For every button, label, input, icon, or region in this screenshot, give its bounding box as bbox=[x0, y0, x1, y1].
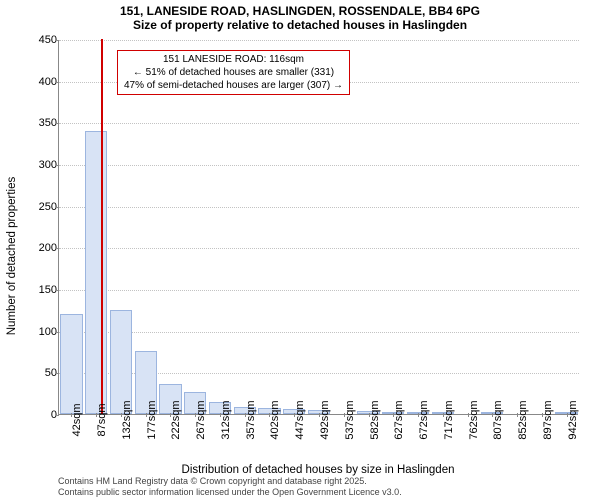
x-tick-label: 177sqm bbox=[146, 400, 158, 439]
x-tick-label: 762sqm bbox=[468, 400, 480, 439]
x-tick-label: 357sqm bbox=[245, 400, 257, 439]
title-line-2: Size of property relative to detached ho… bbox=[0, 18, 600, 32]
x-tick-label: 492sqm bbox=[319, 400, 331, 439]
y-tick-label: 250 bbox=[21, 201, 57, 213]
y-tick-label: 450 bbox=[21, 34, 57, 46]
bars-group bbox=[59, 39, 579, 414]
footer: Contains HM Land Registry data © Crown c… bbox=[58, 476, 402, 498]
x-tick-label: 627sqm bbox=[393, 400, 405, 439]
x-tick-label: 222sqm bbox=[170, 400, 182, 439]
footer-line-2: Contains public sector information licen… bbox=[58, 487, 402, 498]
bar bbox=[85, 131, 107, 414]
annotation-line-2: ← 51% of detached houses are smaller (33… bbox=[124, 66, 343, 79]
x-tick-label: 717sqm bbox=[443, 400, 455, 439]
x-tick-label: 132sqm bbox=[121, 400, 133, 439]
y-tick-label: 350 bbox=[21, 117, 57, 129]
marker-line bbox=[101, 39, 103, 414]
x-axis: 42sqm87sqm132sqm177sqm222sqm267sqm312sqm… bbox=[59, 414, 579, 462]
x-tick-label: 447sqm bbox=[294, 400, 306, 439]
x-tick-label: 852sqm bbox=[517, 400, 529, 439]
y-tick-label: 200 bbox=[21, 242, 57, 254]
x-tick-label: 312sqm bbox=[220, 400, 232, 439]
plot-area: 050100150200250300350400450 151 LANESIDE… bbox=[58, 40, 578, 415]
x-tick-label: 537sqm bbox=[344, 400, 356, 439]
bar bbox=[110, 310, 132, 414]
y-tick-label: 400 bbox=[21, 76, 57, 88]
y-tick-label: 300 bbox=[21, 159, 57, 171]
x-axis-label: Distribution of detached houses by size … bbox=[58, 464, 578, 476]
x-tick-label: 807sqm bbox=[492, 400, 504, 439]
x-tick-label: 87sqm bbox=[96, 403, 108, 436]
title-area: 151, LANESIDE ROAD, HASLINGDEN, ROSSENDA… bbox=[0, 0, 600, 32]
y-tick-label: 150 bbox=[21, 284, 57, 296]
x-tick-label: 942sqm bbox=[567, 400, 579, 439]
title-line-1: 151, LANESIDE ROAD, HASLINGDEN, ROSSENDA… bbox=[0, 4, 600, 18]
chart-area: 050100150200250300350400450 151 LANESIDE… bbox=[58, 40, 578, 415]
y-axis-label: Number of detached properties bbox=[6, 177, 18, 336]
annotation-line-3: 47% of semi-detached houses are larger (… bbox=[124, 79, 343, 92]
x-tick-label: 267sqm bbox=[195, 400, 207, 439]
y-axis: 050100150200250300350400450 bbox=[21, 40, 57, 415]
y-tick-label: 50 bbox=[21, 367, 57, 379]
bar bbox=[60, 314, 82, 414]
x-tick-label: 402sqm bbox=[269, 400, 281, 439]
y-tick-label: 0 bbox=[21, 409, 57, 421]
chart-container: 151, LANESIDE ROAD, HASLINGDEN, ROSSENDA… bbox=[0, 0, 600, 500]
annotation-box: 151 LANESIDE ROAD: 116sqm ← 51% of detac… bbox=[117, 50, 350, 95]
x-tick-label: 582sqm bbox=[369, 400, 381, 439]
annotation-line-1: 151 LANESIDE ROAD: 116sqm bbox=[124, 53, 343, 66]
y-tick-label: 100 bbox=[21, 326, 57, 338]
footer-line-1: Contains HM Land Registry data © Crown c… bbox=[58, 476, 402, 487]
x-tick-label: 672sqm bbox=[418, 400, 430, 439]
x-tick-label: 897sqm bbox=[542, 400, 554, 439]
x-tick-label: 42sqm bbox=[71, 403, 83, 436]
